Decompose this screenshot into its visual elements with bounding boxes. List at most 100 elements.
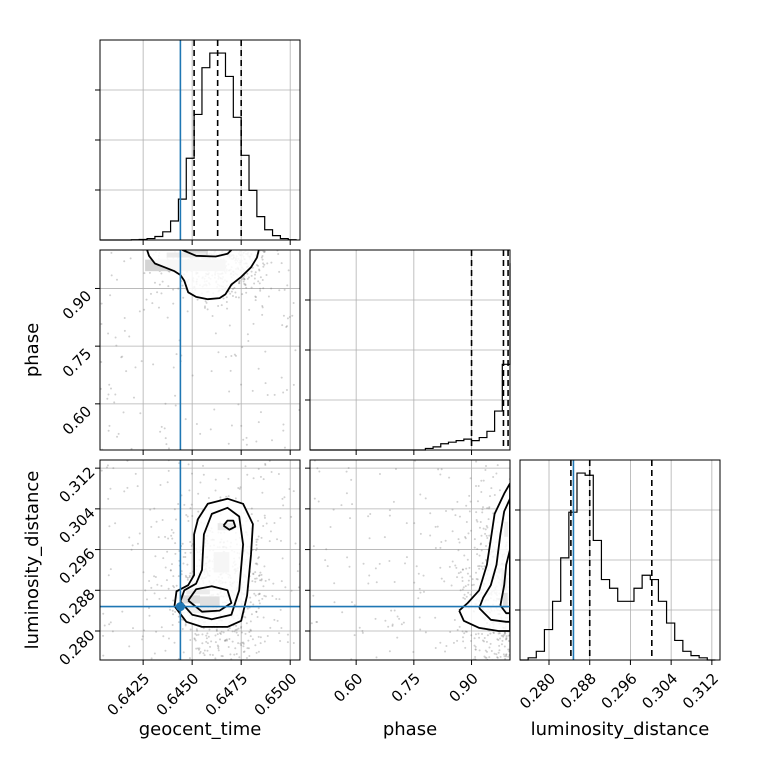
scatter-point	[144, 589, 147, 592]
scatter-point	[126, 486, 129, 489]
scatter-point	[255, 541, 258, 544]
scatter-point	[388, 514, 391, 517]
scatter-point	[422, 590, 425, 593]
scatter-point	[505, 655, 508, 658]
scatter-point	[276, 619, 279, 622]
scatter-point	[246, 333, 249, 336]
scatter-point	[512, 569, 514, 571]
scatter-point	[464, 630, 467, 633]
scatter-point	[512, 603, 514, 605]
contour-level	[187, 585, 233, 613]
scatter-point	[188, 657, 191, 660]
scatter-point	[206, 696, 208, 698]
scatter-point	[174, 404, 177, 407]
scatter-point	[256, 538, 259, 541]
scatter-point	[454, 564, 457, 567]
scatter-point	[166, 481, 169, 484]
scatter-point	[461, 568, 464, 571]
scatter-point	[280, 376, 283, 379]
scatter-point	[198, 647, 201, 650]
scatter-point	[345, 492, 348, 495]
scatter-point	[516, 542, 518, 544]
scatter-point	[287, 269, 290, 272]
scatter-point	[484, 680, 486, 682]
scatter-point	[478, 636, 481, 639]
scatter-point	[235, 624, 238, 627]
scatter-point	[497, 638, 500, 641]
scatter-point	[197, 242, 199, 244]
scatter-point	[461, 630, 464, 633]
scatter-point	[237, 487, 240, 490]
scatter-point	[241, 641, 244, 644]
scatter-point	[162, 557, 165, 560]
scatter-point	[516, 581, 518, 583]
scatter-point	[404, 562, 407, 565]
scatter-point	[384, 619, 387, 622]
scatter-point	[231, 294, 234, 297]
scatter-point	[515, 553, 517, 555]
scatter-point	[465, 630, 468, 633]
scatter-point	[471, 457, 473, 459]
scatter-point	[290, 589, 293, 592]
scatter-point	[200, 240, 202, 242]
scatter-point	[486, 526, 489, 529]
scatter-point	[282, 423, 285, 426]
scatter-point	[109, 487, 112, 490]
scatter-point	[195, 647, 198, 650]
scatter-point	[108, 424, 111, 427]
truth-marker	[175, 602, 185, 612]
scatter-point	[263, 565, 266, 568]
scatter-point	[245, 436, 248, 439]
scatter-point	[114, 393, 117, 396]
contour-level	[222, 519, 237, 531]
scatter-point	[512, 642, 514, 644]
scatter-point	[257, 467, 260, 470]
scatter-point	[145, 298, 148, 301]
scatter-point	[263, 250, 266, 253]
scatter-point	[186, 578, 189, 581]
scatter-point	[251, 245, 253, 247]
scatter-point	[246, 247, 248, 249]
scatter-point	[475, 484, 478, 487]
scatter-point	[195, 662, 197, 664]
scatter-point	[511, 559, 513, 561]
scatter-point	[532, 714, 534, 716]
histogram-luminosity-distance	[520, 472, 716, 661]
scatter-point	[279, 539, 282, 542]
scatter-point	[264, 350, 267, 353]
scatter-point	[514, 607, 516, 609]
scatter-point	[205, 301, 208, 304]
scatter-point	[383, 536, 386, 539]
scatter-point	[202, 473, 205, 476]
scatter-point	[470, 634, 473, 637]
scatter-point	[505, 636, 508, 639]
scatter-point	[120, 356, 123, 359]
scatter-point	[476, 548, 479, 551]
scatter-point	[199, 481, 202, 484]
scatter-point	[197, 492, 200, 495]
scatter-point	[189, 246, 191, 248]
scatter-point	[444, 650, 447, 653]
scatter-point	[100, 469, 103, 472]
scatter-point	[513, 524, 515, 526]
scatter-point	[245, 243, 247, 245]
scatter-point	[454, 514, 457, 517]
scatter-point	[494, 669, 496, 671]
scatter-point	[237, 642, 240, 645]
scatter-point	[251, 638, 254, 641]
scatter-point	[252, 603, 255, 606]
scatter-point	[505, 687, 507, 689]
scatter-point	[511, 580, 513, 582]
scatter-point	[257, 246, 259, 248]
scatter-point	[217, 305, 220, 308]
scatter-point	[240, 625, 243, 628]
scatter-point	[167, 447, 170, 450]
y-tick-label: 0.60	[59, 402, 95, 438]
scatter-point	[129, 257, 132, 260]
scatter-point	[234, 354, 237, 357]
scatter-point	[203, 306, 206, 309]
scatter-point	[221, 655, 224, 658]
scatter-point	[485, 545, 488, 548]
scatter-point	[487, 507, 490, 510]
